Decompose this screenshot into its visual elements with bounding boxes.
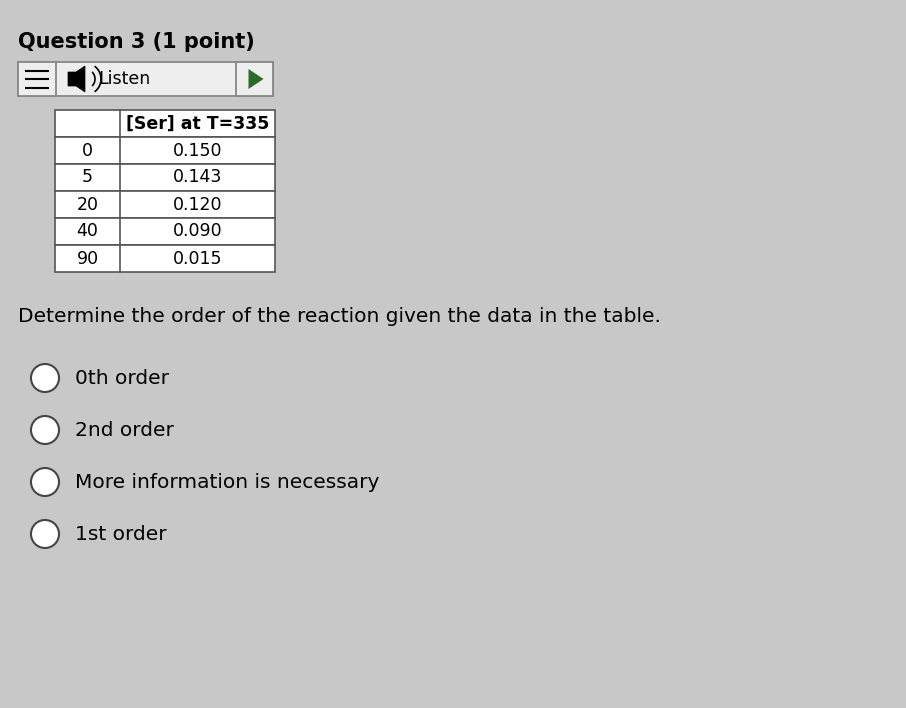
Text: Listen: Listen xyxy=(98,70,150,88)
Text: 0.120: 0.120 xyxy=(173,195,222,214)
Text: 2nd order: 2nd order xyxy=(75,421,174,440)
Text: 0: 0 xyxy=(82,142,93,159)
Text: Determine the order of the reaction given the data in the table.: Determine the order of the reaction give… xyxy=(18,307,660,326)
Text: 5: 5 xyxy=(82,169,93,186)
Text: 0.150: 0.150 xyxy=(173,142,222,159)
Text: [Ser] at T=335: [Ser] at T=335 xyxy=(126,115,269,132)
Text: 90: 90 xyxy=(76,249,99,268)
Bar xyxy=(55,137,275,164)
Bar xyxy=(55,218,275,245)
Ellipse shape xyxy=(31,468,59,496)
Text: 40: 40 xyxy=(77,222,99,241)
Polygon shape xyxy=(68,66,85,92)
Bar xyxy=(18,62,56,96)
Text: 0th order: 0th order xyxy=(75,368,169,387)
Text: 0.090: 0.090 xyxy=(173,222,222,241)
Bar xyxy=(55,164,275,191)
Text: 20: 20 xyxy=(76,195,99,214)
Bar xyxy=(55,245,275,272)
Text: 0.015: 0.015 xyxy=(173,249,222,268)
Bar xyxy=(18,62,273,96)
Bar xyxy=(55,191,275,218)
Text: More information is necessary: More information is necessary xyxy=(75,472,380,491)
Text: 1st order: 1st order xyxy=(75,525,167,544)
Text: 0.143: 0.143 xyxy=(173,169,222,186)
Ellipse shape xyxy=(31,364,59,392)
Ellipse shape xyxy=(31,416,59,444)
Ellipse shape xyxy=(31,520,59,548)
Bar xyxy=(55,110,275,137)
Polygon shape xyxy=(248,69,264,89)
Text: Question 3 (1 point): Question 3 (1 point) xyxy=(18,32,255,52)
Bar xyxy=(236,62,273,96)
